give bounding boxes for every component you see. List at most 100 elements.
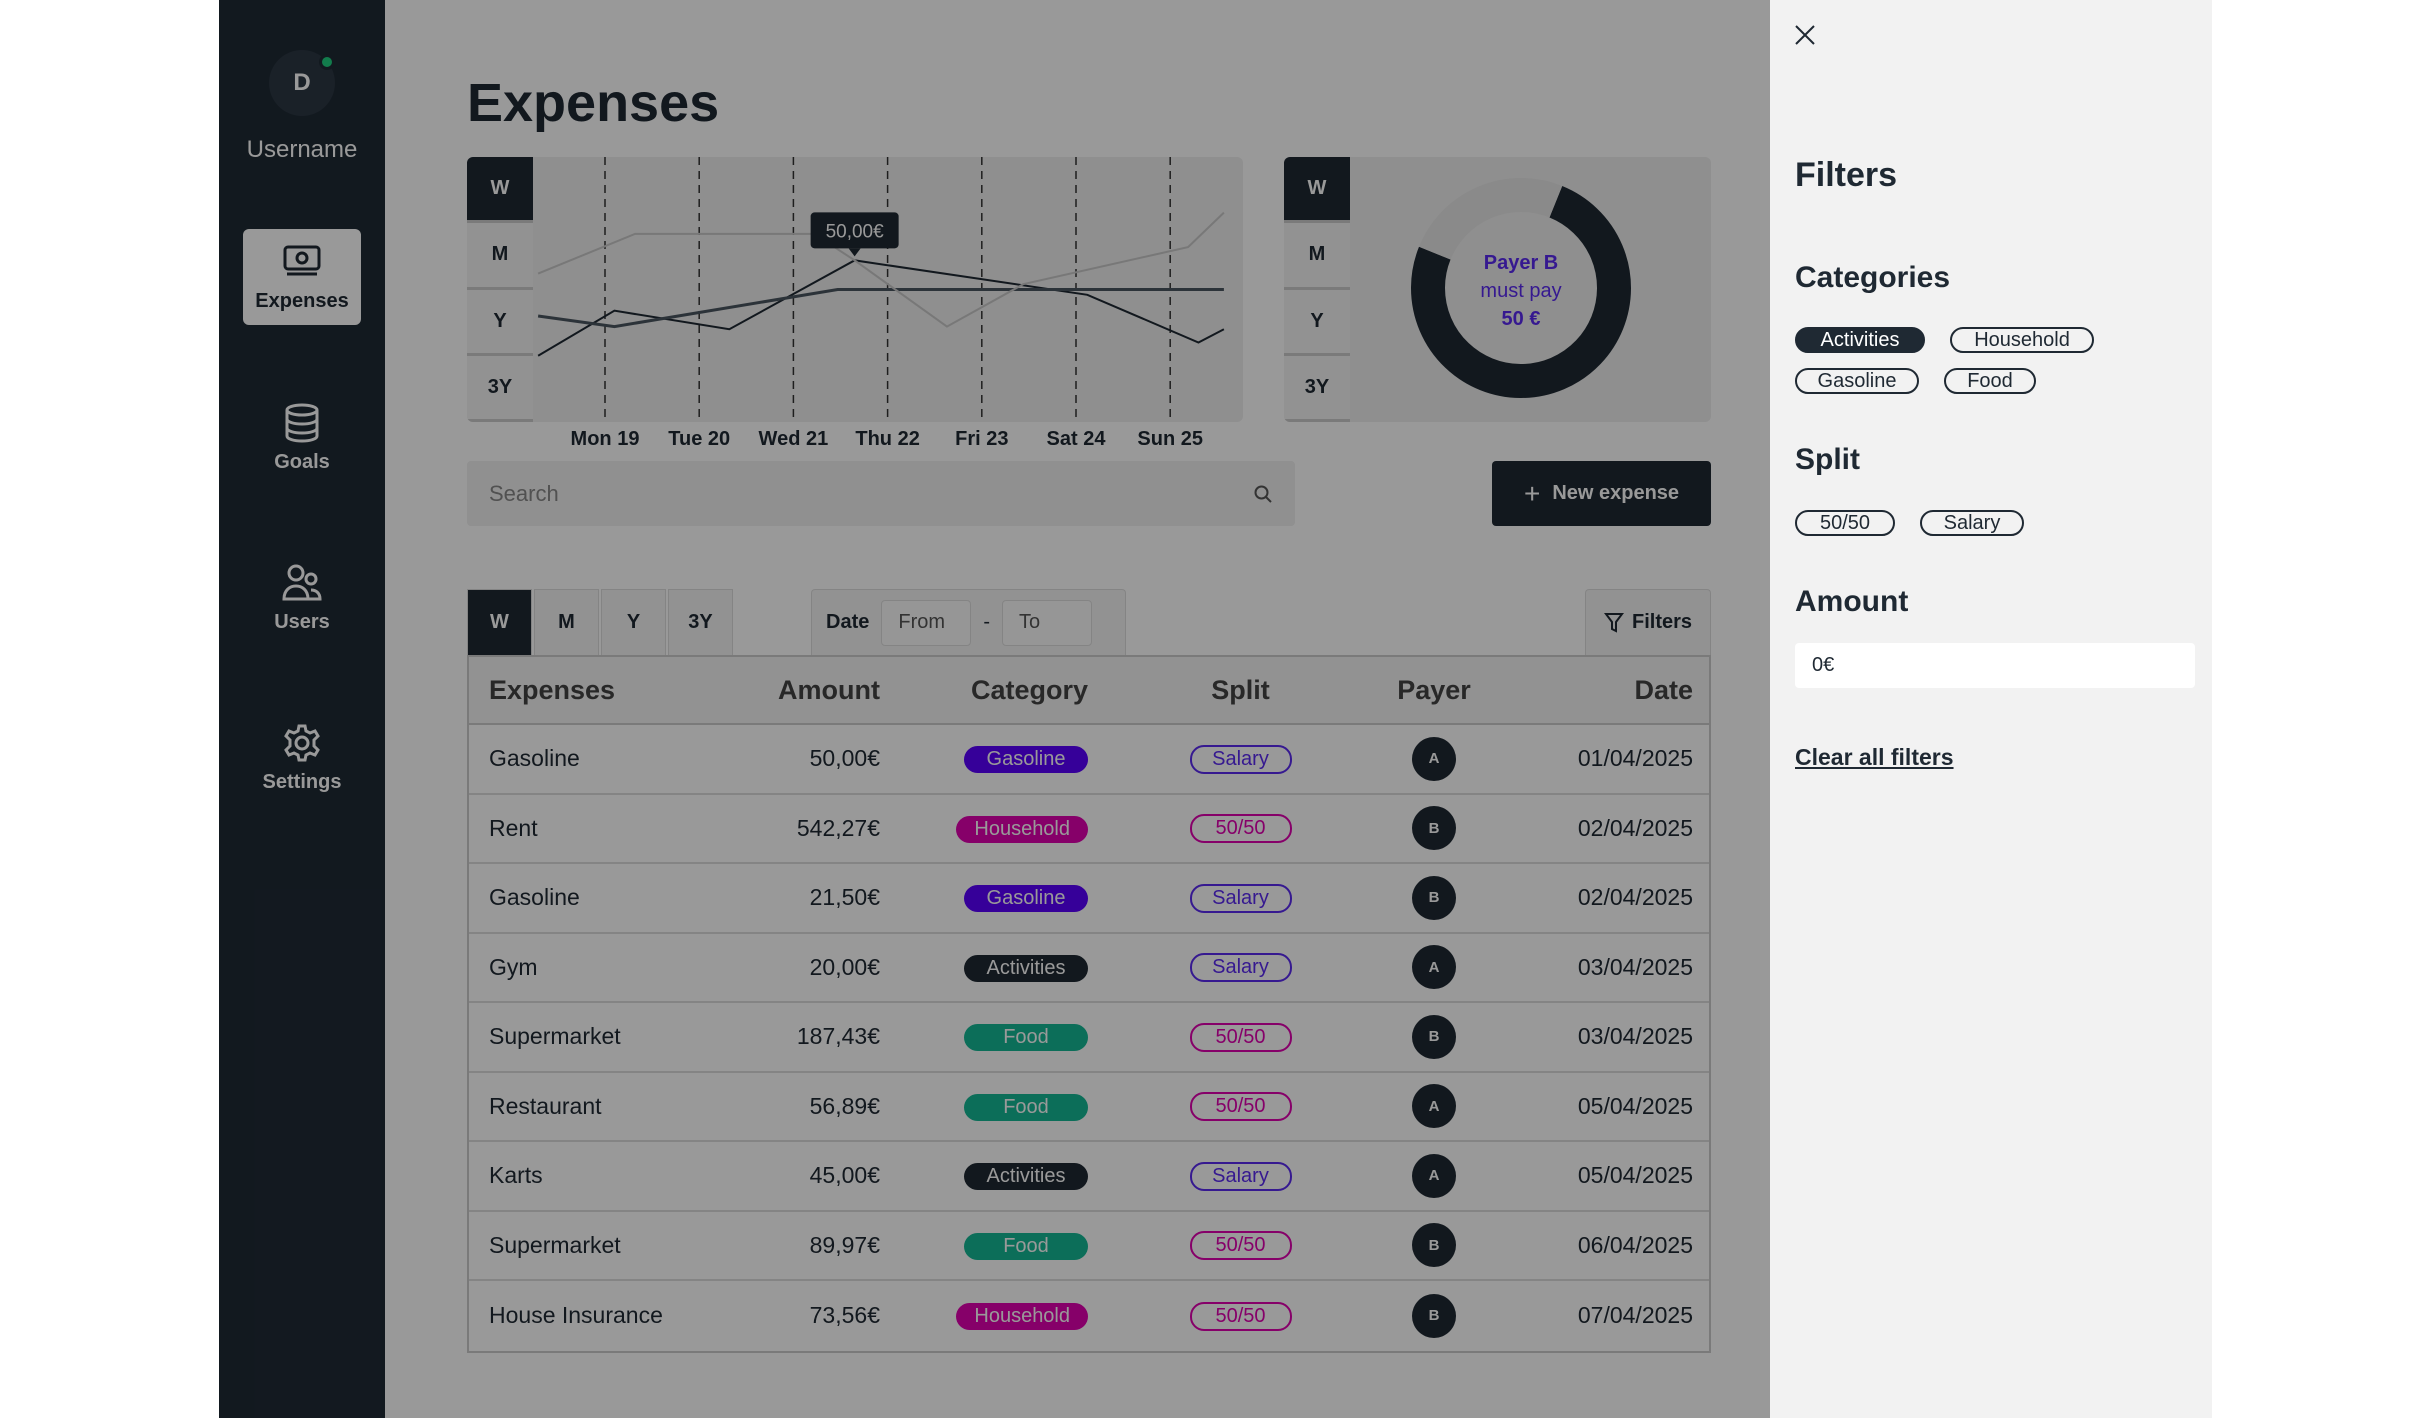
split-badge: 50/50 [1189,1231,1292,1261]
tab-week[interactable]: W [1284,157,1350,224]
expense-amount: 21,50€ [809,884,880,911]
header-expenses[interactable]: Expenses [489,674,616,705]
table-row[interactable]: Gym 20,00€ Activities Salary A 03/04/202… [469,934,1709,1003]
filter-icon [1603,612,1624,633]
table-row[interactable]: Supermarket 89,97€ Food 50/50 B 06/04/20… [469,1212,1709,1281]
date-label: Date [826,611,870,633]
split-badge: Salary [1189,744,1292,774]
line-chart-panel: W M Y 3Y 50,00€ [467,157,1243,422]
header-category[interactable]: Category [970,674,1088,705]
sidebar-item-label: Users [274,610,330,633]
header-payer[interactable]: Payer [1397,674,1471,705]
payer-avatar: A [1412,1084,1456,1129]
payer-avatar: B [1412,875,1456,920]
close-icon[interactable] [1794,24,1816,46]
date-separator: - [983,611,991,633]
donut-chart [1411,178,1631,398]
chip-split-50-50[interactable]: 50/50 [1795,510,1895,536]
x-tick-label: Sat 24 [1046,428,1106,450]
x-tick-label: Wed 21 [758,428,829,450]
avatar[interactable]: D [269,50,335,116]
table-row[interactable]: Restaurant 56,89€ Food 50/50 A 05/04/202… [469,1073,1709,1142]
tab-year[interactable]: Y [1284,289,1350,356]
tooltip-pointer [848,248,861,257]
split-badge: 50/50 [1189,814,1292,844]
chip-food[interactable]: Food [1944,368,2036,394]
amount-input[interactable]: 0€ [1795,643,2195,688]
tab-month[interactable]: M [467,223,533,290]
split-badge: 50/50 [1189,1092,1292,1122]
category-badge: Food [964,1232,1088,1260]
table-row[interactable]: Karts 45,00€ Activities Salary A 05/04/2… [469,1142,1709,1212]
modal-backdrop[interactable] [219,0,1770,1418]
tab-week[interactable]: W [467,157,533,224]
expense-date: 05/04/2025 [1577,1092,1693,1119]
expense-name: Supermarket [489,1231,621,1258]
search-placeholder: Search [489,480,559,506]
payer-avatar: A [1412,736,1456,781]
avatar-initial: D [293,69,311,96]
expense-amount: 542,27€ [796,814,880,841]
tab-year[interactable]: Y [601,589,666,655]
users-icon [282,564,322,600]
username: Username [246,136,358,163]
split-badge: 50/50 [1189,1022,1292,1052]
money-icon [283,245,321,275]
page-title: Expenses [467,73,720,133]
sidebar-item-expenses[interactable]: Expenses [243,229,361,325]
tab-month[interactable]: M [1284,223,1350,290]
chip-gasoline[interactable]: Gasoline [1795,368,1919,394]
x-tick-label: Tue 20 [668,428,731,450]
table-row[interactable]: Supermarket 187,43€ Food 50/50 B 03/04/2… [469,1003,1709,1073]
tab-3-years[interactable]: 3Y [1284,355,1350,422]
expense-date: 03/04/2025 [1577,1023,1693,1050]
online-status-dot [319,54,335,70]
table-row[interactable]: Gasoline 50,00€ Gasoline Salary A 01/04/… [469,725,1709,795]
header-split[interactable]: Split [1211,674,1270,705]
new-expense-button[interactable]: + New expense [1492,461,1711,526]
header-amount[interactable]: Amount [778,674,880,705]
expense-name: Gasoline [489,884,580,911]
search-icon [1254,485,1272,503]
tab-year[interactable]: Y [467,289,533,356]
search-input[interactable]: Search [467,461,1295,526]
expense-name: Supermarket [489,1023,621,1050]
tab-month[interactable]: M [534,589,599,655]
expense-name: House Insurance [489,1302,663,1329]
filters-button[interactable]: Filters [1585,589,1711,655]
header-date[interactable]: Date [1634,674,1693,705]
expense-amount: 89,97€ [809,1231,880,1258]
x-tick-label: Fri 23 [955,428,1009,450]
category-badge: Food [964,1093,1088,1121]
chip-activities[interactable]: Activities [1795,327,1925,353]
filters-title: Filters [1795,156,1898,194]
expense-name: Gasoline [489,745,580,772]
payer-avatar: A [1412,1153,1456,1198]
category-badge: Activities [964,954,1088,982]
table-row[interactable]: House Insurance 73,56€ Household 50/50 B… [469,1281,1709,1351]
tab-week[interactable]: W [467,589,532,655]
table-row[interactable]: Gasoline 21,50€ Gasoline Salary B 02/04/… [469,864,1709,934]
x-tick-label: Thu 22 [855,428,920,450]
sidebar-item-goals[interactable]: Goals [243,390,361,486]
expense-name: Restaurant [489,1092,602,1119]
sidebar-item-label: Settings [262,770,342,793]
donut-chart-panel: W M Y 3Y Payer B must pay 50 € [1284,157,1711,422]
date-from-input[interactable]: From [881,599,972,646]
category-badge: Activities [964,1163,1088,1191]
category-badge: Gasoline [964,885,1088,913]
date-to-input[interactable]: To [1002,599,1093,646]
tab-3-years[interactable]: 3Y [668,589,733,655]
line-chart: 50,00€ [537,157,1225,422]
tab-3-years[interactable]: 3Y [467,355,533,422]
sidebar-item-settings[interactable]: Settings [243,710,361,806]
clear-all-filters-link[interactable]: Clear all filters [1795,744,1954,770]
expense-date: 03/04/2025 [1577,953,1693,980]
payer-avatar: B [1412,1293,1456,1338]
sidebar-item-users[interactable]: Users [243,550,361,646]
chip-household[interactable]: Household [1950,327,2094,353]
date-range-filter: Date From - To [811,589,1126,655]
chip-split-salary[interactable]: Salary [1920,510,2024,536]
expense-name: Rent [489,814,538,841]
table-row[interactable]: Rent 542,27€ Household 50/50 B 02/04/202… [469,795,1709,864]
